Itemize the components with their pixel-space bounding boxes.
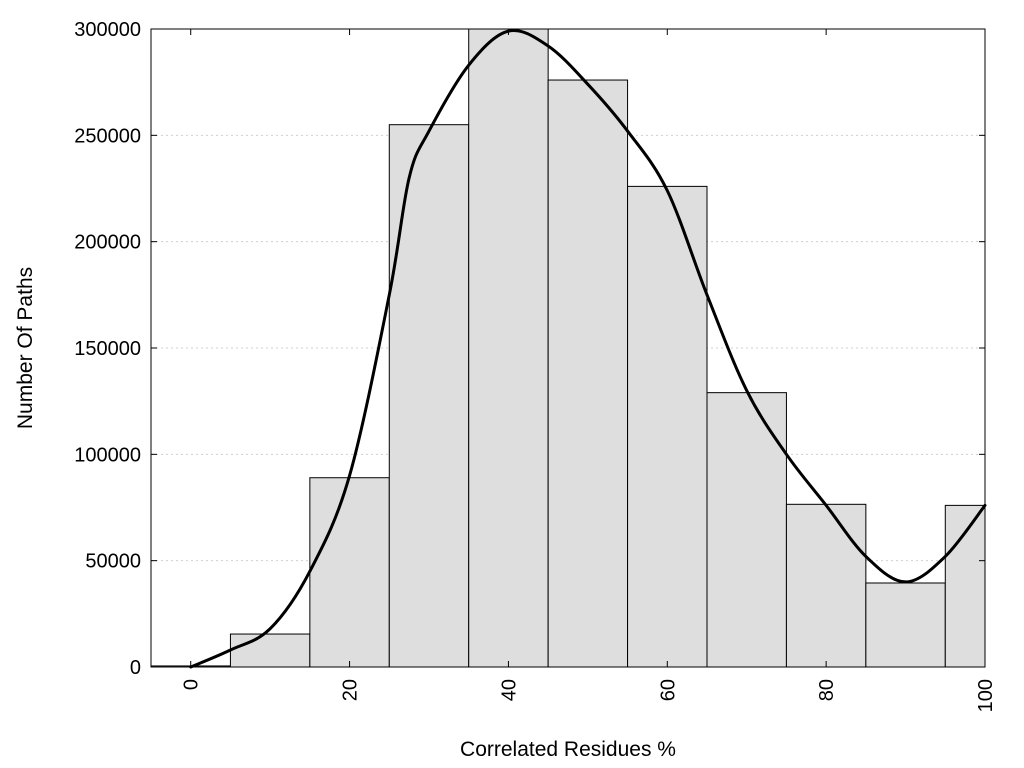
x-axis-title: Correlated Residues % [460, 738, 676, 761]
x-tick-label: 0 [181, 679, 203, 690]
histogram-bar [309, 477, 390, 668]
density-curve [189, 28, 987, 669]
y-tick-label: 150000 [74, 338, 141, 360]
histogram-bar [547, 79, 629, 668]
axis-ticks [151, 28, 986, 668]
x-axis-tick-labels: 0 20 40 60 80 100 [181, 679, 997, 712]
histogram-bar [229, 633, 311, 668]
x-tick-label: 20 [340, 679, 362, 701]
x-tick-label: 100 [975, 679, 997, 712]
y-axis-tick-labels: 0 50000 100000 150000 200000 250000 300000 [74, 19, 141, 679]
y-tick-label: 200000 [74, 232, 141, 254]
histogram-bar [865, 582, 946, 668]
histogram-bar [785, 503, 867, 668]
y-tick-label: 0 [130, 657, 141, 679]
histogram-bar [944, 504, 986, 668]
density-curve-layer [189, 28, 987, 669]
x-tick-label: 60 [657, 679, 679, 701]
y-tick-label: 250000 [74, 125, 141, 147]
y-tick-label: 50000 [85, 551, 141, 573]
histogram-bar [627, 185, 708, 668]
histogram-bar [706, 392, 787, 668]
y-axis-title: Number Of Paths [14, 267, 37, 429]
y-tick-label: 100000 [74, 444, 141, 466]
x-tick-label: 80 [816, 679, 838, 701]
histogram-bar [388, 124, 470, 668]
y-tick-label: 300000 [74, 19, 141, 41]
x-tick-label: 40 [498, 679, 520, 701]
histogram-bar [468, 28, 549, 668]
